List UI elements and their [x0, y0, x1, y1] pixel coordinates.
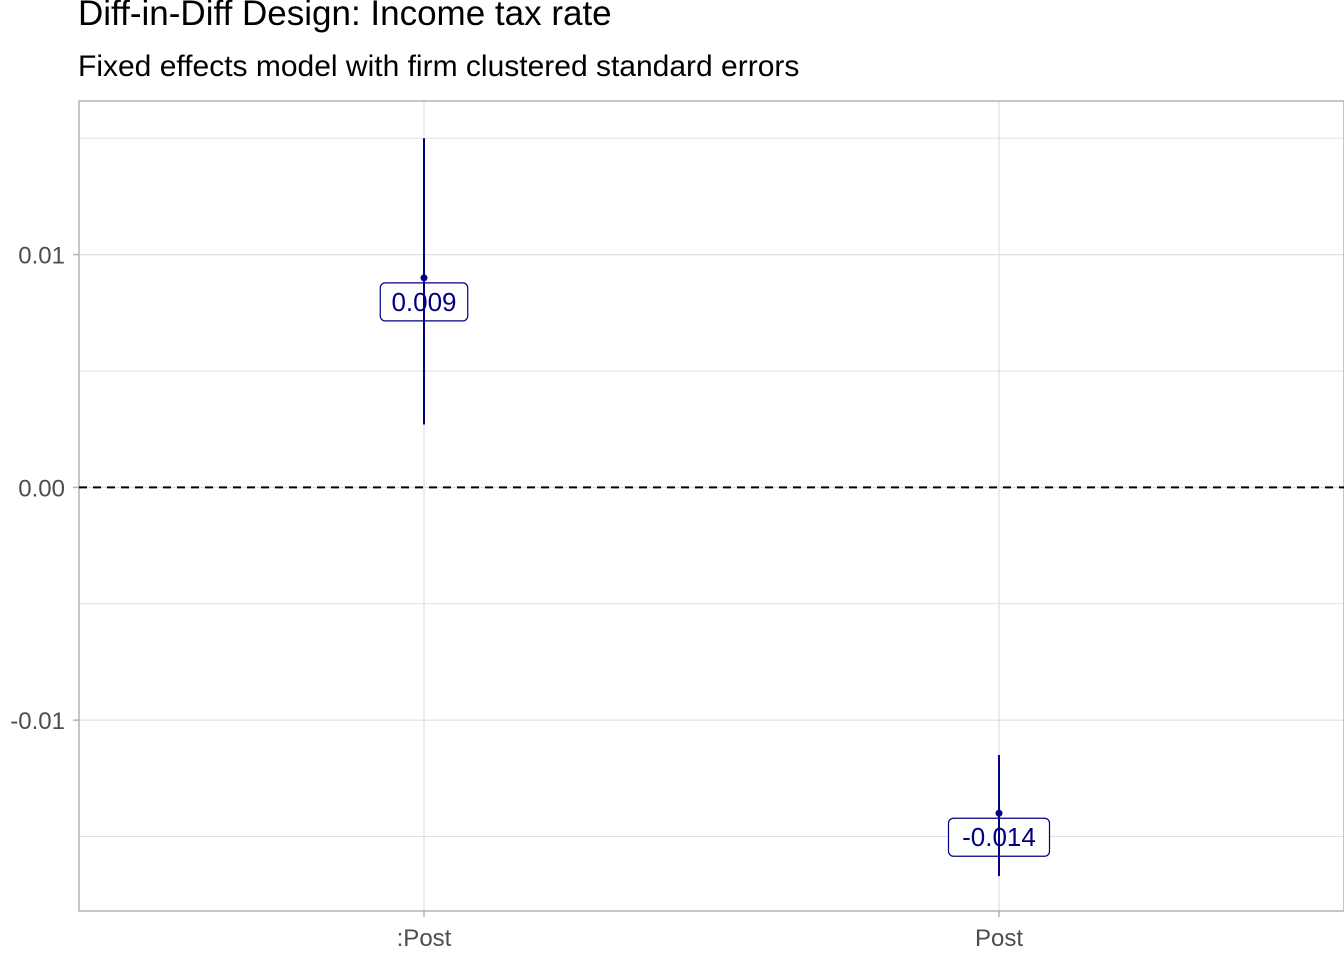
chart-title: Diff-in-Diff Design: Income tax rate — [78, 0, 612, 33]
axes — [73, 100, 1344, 917]
tick-labels: 0.009-0.014-0.010.000.01:Post Post — [10, 243, 1051, 952]
y-tick-label: 0.00 — [18, 475, 65, 502]
point-estimate-1 — [420, 274, 428, 282]
panel-border — [78, 100, 1344, 912]
grid-lines — [79, 101, 1344, 911]
y-tick-label: 0.01 — [18, 243, 65, 270]
data-marks — [79, 138, 1344, 877]
point-estimate-2 — [995, 809, 1003, 817]
x-tick-label: :Post — [397, 925, 452, 952]
x-tick-label: Post — [975, 925, 1023, 952]
y-tick-label: -0.01 — [10, 708, 65, 735]
chart-subtitle: Fixed effects model with firm clustered … — [78, 50, 800, 83]
